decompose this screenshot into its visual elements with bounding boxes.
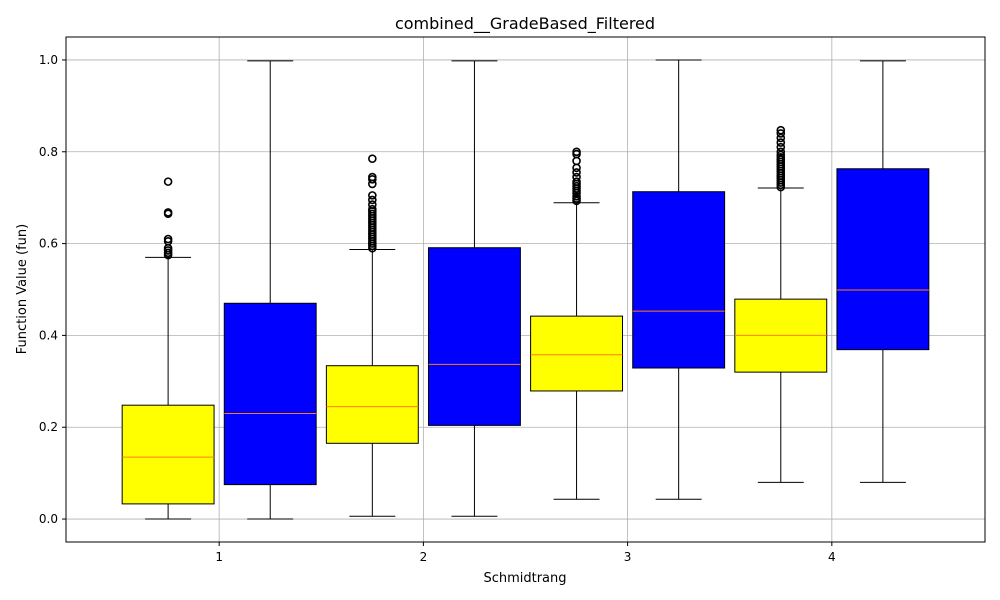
x-tick-label: 4 [828, 550, 836, 564]
x-axis-ticks: 1 2 3 4 [215, 542, 836, 564]
outlier-point [368, 195, 377, 205]
outlier-point [163, 234, 173, 244]
x-tick-label: 1 [215, 550, 223, 564]
y-axis-ticks: 0.0 0.2 0.4 0.6 0.8 1.0 [39, 53, 66, 526]
box-group [121, 177, 215, 520]
outlier-point [776, 142, 786, 152]
outlier-point [368, 172, 377, 182]
outlier-point [163, 177, 173, 186]
box-group [427, 60, 521, 517]
y-tick-label: 0.6 [39, 237, 58, 251]
outlier-point [368, 154, 377, 163]
box-group [530, 147, 624, 500]
outlier-point [368, 200, 377, 209]
outlier-point [776, 138, 786, 147]
outlier-point [572, 168, 581, 177]
outlier-point [572, 163, 581, 173]
x-axis-label: Schmidtrang [483, 571, 566, 586]
box-group [325, 154, 419, 517]
outlier-point [776, 133, 786, 143]
box-group [836, 60, 930, 483]
outlier-point [572, 172, 581, 182]
box-body [632, 191, 726, 369]
y-tick-label: 0.2 [39, 420, 58, 434]
box-body [836, 168, 930, 351]
outlier-point [163, 208, 173, 217]
box-body [530, 315, 624, 392]
box-body [223, 302, 317, 486]
outlier-point [572, 147, 581, 157]
outlier-point [572, 156, 581, 166]
box-group [632, 59, 726, 500]
box-group [223, 60, 317, 520]
y-axis-label: Function Value (fun) [15, 224, 30, 354]
y-tick-label: 0.4 [39, 328, 58, 342]
box-body [325, 365, 419, 444]
box-body [121, 404, 215, 505]
box-group [734, 125, 828, 483]
outlier-point [572, 177, 581, 186]
grid-lines [66, 37, 985, 542]
outlier-point [776, 147, 786, 157]
x-tick-label: 3 [624, 550, 632, 564]
box-body [427, 247, 521, 426]
outlier-point [776, 129, 786, 138]
outlier-point [572, 192, 581, 201]
y-tick-label: 0.8 [39, 145, 58, 159]
x-tick-label: 2 [420, 550, 428, 564]
outlier-point [368, 204, 377, 214]
plot-frame [65, 36, 986, 543]
outlier-point [776, 150, 786, 160]
outlier-point [368, 191, 377, 200]
chart-title: combined__GradeBased_Filtered [395, 14, 655, 34]
outlier-point [776, 125, 786, 135]
y-tick-label: 0.0 [39, 512, 58, 526]
y-tick-label: 1.0 [39, 53, 58, 67]
boxes [121, 59, 930, 520]
